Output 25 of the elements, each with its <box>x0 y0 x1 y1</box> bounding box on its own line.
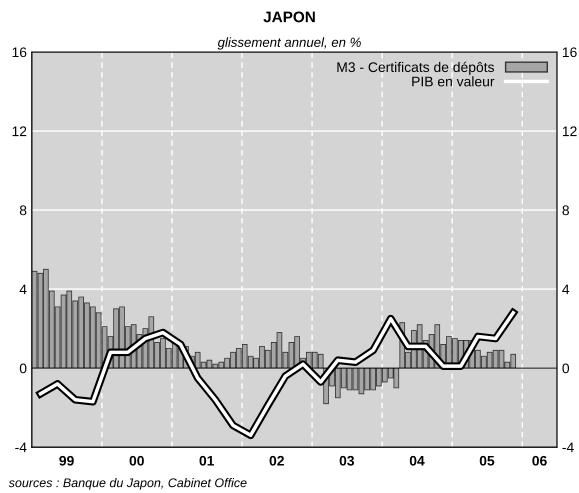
legend-label: PIB en valeur <box>412 76 494 86</box>
y-tick-label: 8 <box>20 205 26 216</box>
y-tick-label: -4 <box>15 442 27 452</box>
y-tick-label: 4 <box>20 284 27 294</box>
chart-subtitle: glissement annuel, en % <box>218 37 361 50</box>
y2-tick-label: 16 <box>562 47 577 58</box>
y2-tick-label: -4 <box>562 442 574 452</box>
x-tick-label: 05 <box>480 456 494 466</box>
y2-tick-label: 12 <box>562 126 577 136</box>
x-tick-label: 00 <box>130 456 144 466</box>
y-tick-label: 16 <box>12 47 26 58</box>
x-tick-label: 02 <box>270 456 284 466</box>
y2-tick-label: 4 <box>562 284 570 294</box>
x-tick-label: 06 <box>532 456 547 466</box>
y-tick-label: 0 <box>20 363 26 374</box>
x-tick-label: 04 <box>410 456 425 466</box>
chart-title: JAPON <box>263 12 315 22</box>
y-tick-label: 12 <box>12 126 26 136</box>
x-tick-label: 99 <box>59 456 74 466</box>
x-tick-label: 01 <box>200 456 214 466</box>
legend-label: M3 - Certificats de dépôts <box>337 62 494 75</box>
source-note: sources : Banque du Japon, Cabinet Office <box>8 478 247 490</box>
y2-tick-label: 0 <box>562 363 570 374</box>
y2-tick-label: 8 <box>562 205 569 216</box>
x-tick-label: 03 <box>340 456 354 466</box>
